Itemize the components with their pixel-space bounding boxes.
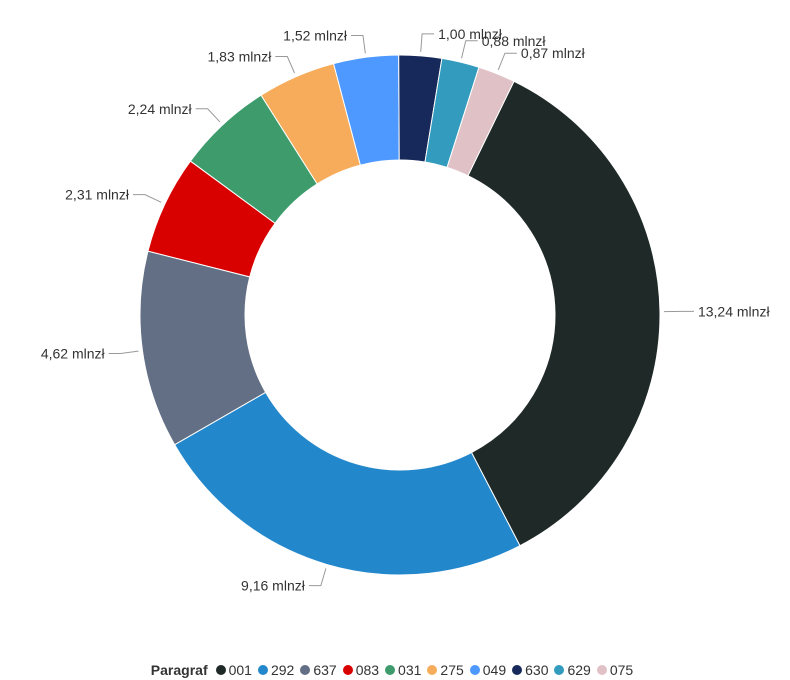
legend-marker bbox=[596, 665, 607, 675]
legend-item-083[interactable]: 083 bbox=[342, 662, 380, 678]
slice-001[interactable] bbox=[467, 80, 661, 547]
data-label-275: 1,83 mlnzł bbox=[208, 48, 273, 64]
legend-marker bbox=[427, 665, 438, 675]
slice-075[interactable] bbox=[446, 66, 515, 177]
leader-line-049 bbox=[350, 34, 366, 54]
leader-line-031 bbox=[195, 108, 221, 123]
leader-line-275 bbox=[275, 55, 295, 74]
legend-item-031[interactable]: 031 bbox=[385, 662, 421, 678]
legend-marker bbox=[554, 665, 565, 675]
legend-item-001[interactable]: 001 bbox=[215, 662, 252, 678]
data-label-292: 9,16 mlnzł bbox=[241, 578, 306, 594]
legend-label: 630 bbox=[525, 662, 549, 678]
legend-label: 049 bbox=[482, 662, 507, 678]
legend-label: 031 bbox=[398, 662, 422, 678]
slices-layer bbox=[139, 54, 661, 576]
legend-marker bbox=[215, 665, 226, 675]
legend-item-275[interactable]: 275 bbox=[427, 662, 464, 678]
data-label-049: 1,52 mlnzł bbox=[283, 27, 348, 43]
legend-label: 075 bbox=[609, 662, 634, 678]
leader-line-637 bbox=[108, 350, 139, 355]
data-label-637: 4,62 mlnzł bbox=[41, 346, 106, 362]
data-label-629: 0,88 mlnzł bbox=[482, 33, 547, 49]
legend-marker bbox=[469, 665, 480, 675]
data-label-001: 13,24 mlnzł bbox=[698, 303, 770, 319]
leader-line-083 bbox=[132, 194, 162, 203]
data-label-083: 2,31 mlnzł bbox=[65, 187, 130, 203]
legend-label: 001 bbox=[228, 662, 252, 678]
data-label-630: 1,00 mlnzł bbox=[438, 26, 503, 42]
legend-label: 629 bbox=[567, 662, 591, 678]
slice-292[interactable] bbox=[173, 391, 521, 576]
legend-title: Paragraf bbox=[150, 662, 208, 678]
legend-marker bbox=[342, 665, 353, 675]
legend-item-049[interactable]: 049 bbox=[469, 662, 507, 678]
data-label-075: 0,87 mlnzł bbox=[521, 45, 586, 61]
legend-label: 292 bbox=[270, 662, 295, 678]
leader-lines-layer bbox=[108, 33, 694, 587]
legend-label: 083 bbox=[355, 662, 380, 678]
leader-line-075 bbox=[497, 52, 517, 71]
legend-marker bbox=[300, 665, 311, 675]
legend-marker bbox=[512, 665, 523, 675]
legend-items: 001 292 637 083 031 275 049 630 629 075 bbox=[215, 662, 640, 678]
legend-item-629[interactable]: 629 bbox=[554, 662, 591, 678]
legend: Paragraf 001 292 637 083 031 275 049 630 629 075 bbox=[0, 659, 790, 680]
legend-item-637[interactable]: 637 bbox=[300, 662, 337, 678]
legend-item-630[interactable]: 630 bbox=[512, 662, 548, 678]
legend-item-075[interactable]: 075 bbox=[596, 662, 634, 678]
legend-item-292[interactable]: 292 bbox=[257, 662, 295, 678]
legend-label: 637 bbox=[313, 662, 337, 678]
legend-label: 275 bbox=[440, 662, 464, 678]
leader-line-292 bbox=[308, 568, 327, 587]
leader-line-630 bbox=[420, 33, 435, 52]
data-labels-layer: 13,24 mlnzł 9,16 mlnzł 4,62 mlnzł 2,31 mlnz… bbox=[41, 26, 771, 594]
data-label-031: 2,24 mlnzł bbox=[128, 101, 193, 117]
legend-marker bbox=[385, 665, 396, 675]
leader-line-629 bbox=[461, 40, 478, 59]
legend-marker bbox=[257, 665, 268, 675]
